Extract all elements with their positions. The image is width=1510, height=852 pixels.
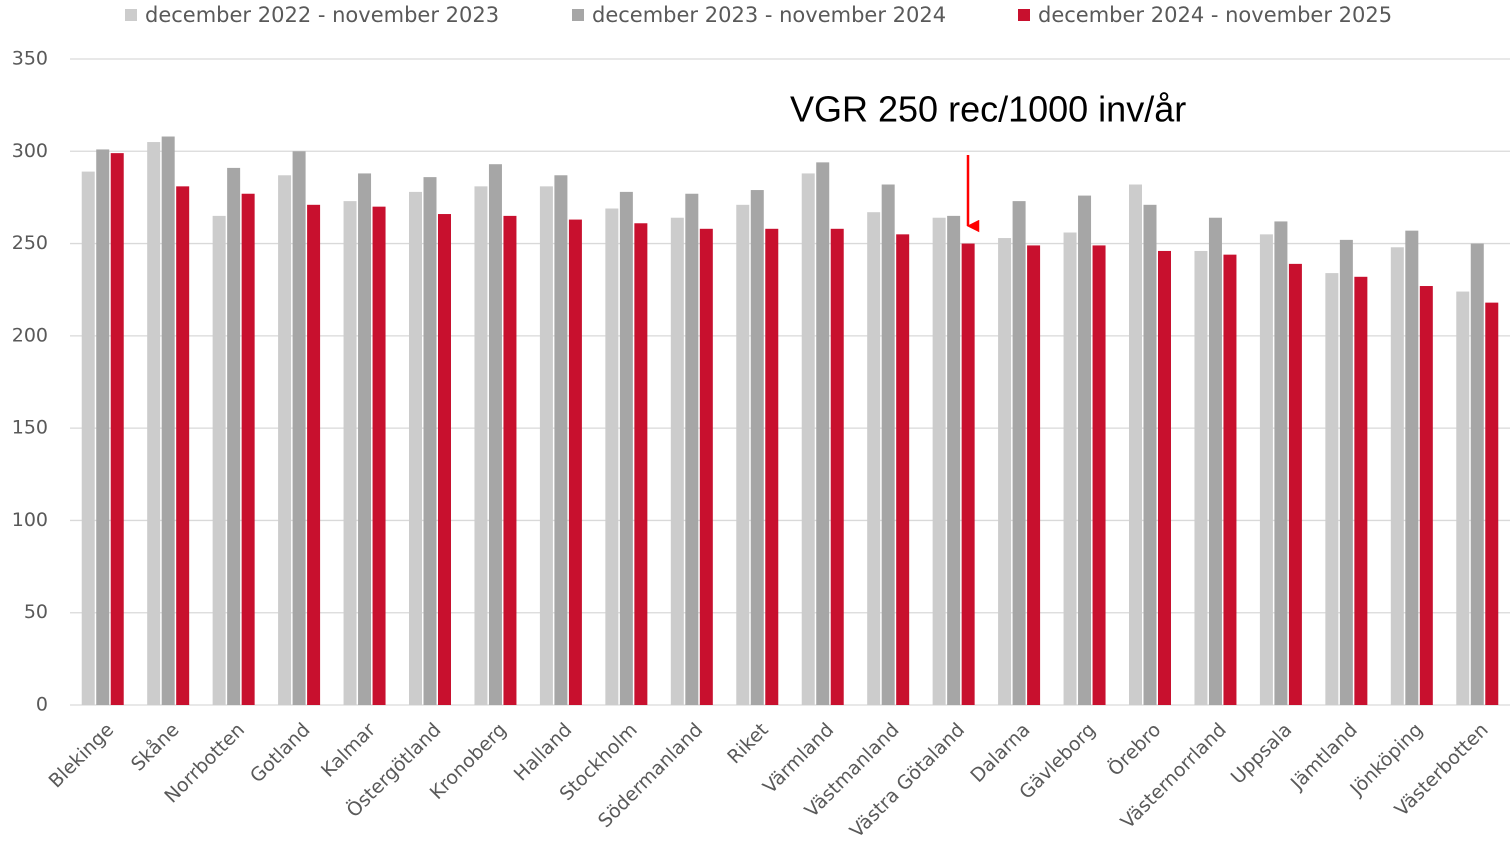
bar: [634, 223, 648, 706]
bar: [947, 215, 961, 705]
bar: [736, 204, 750, 705]
bar: [372, 206, 386, 705]
bar: [1456, 291, 1470, 705]
x-tick-label: Dalarna: [966, 719, 1034, 787]
bar: [1194, 250, 1208, 705]
bar: [292, 151, 306, 706]
bar: [1390, 247, 1404, 705]
legend-swatch: [125, 9, 137, 21]
bar: [1339, 239, 1353, 705]
bar: [96, 149, 110, 705]
bar: [1325, 273, 1339, 705]
bar: [1092, 245, 1106, 705]
bar: [176, 186, 190, 706]
bar: [896, 234, 910, 706]
bar: [670, 217, 684, 705]
bar: [750, 190, 764, 705]
x-tick-label: Blekinge: [45, 719, 119, 793]
bar: [539, 186, 553, 706]
bar: [699, 228, 713, 705]
bar: [147, 142, 161, 706]
bar: [161, 136, 175, 705]
legend-label: december 2023 - november 2024: [592, 3, 946, 27]
bar: [1158, 250, 1171, 705]
x-tick-label: Skåne: [126, 718, 183, 775]
y-tick-label: 100: [12, 509, 48, 531]
bar: [998, 238, 1012, 705]
bar: [816, 162, 830, 706]
x-tick-label: Riket: [723, 719, 772, 768]
y-tick-label: 0: [36, 694, 48, 716]
bar: [1419, 286, 1433, 705]
x-tick-label: Gotland: [246, 719, 314, 787]
bar: [1223, 254, 1237, 705]
bar: [1288, 263, 1302, 705]
bar: [867, 212, 881, 706]
bar: [830, 228, 844, 705]
bar: [1063, 232, 1077, 706]
annotation: VGR 250 rec/1000 inv/år: [790, 89, 1186, 130]
bar: [343, 201, 357, 705]
bar: [961, 243, 975, 706]
bar: [685, 193, 699, 706]
bar: [1078, 195, 1092, 705]
bar: [358, 173, 372, 706]
bar: [568, 219, 582, 705]
legend-swatch: [572, 9, 584, 21]
bar: [503, 215, 517, 705]
y-tick-label: 300: [12, 140, 48, 162]
bar: [1259, 234, 1273, 706]
y-tick-label: 50: [24, 601, 48, 623]
x-tick-label: Kalmar: [317, 719, 380, 782]
bar: [605, 208, 619, 705]
legend-swatch: [1018, 9, 1030, 21]
bar: [1274, 221, 1288, 705]
bar: [1012, 201, 1026, 705]
bar: [619, 191, 633, 706]
bar: [1027, 245, 1041, 705]
x-tick-label: Örebro: [1103, 718, 1165, 780]
legend-label: december 2024 - november 2025: [1038, 3, 1392, 27]
y-tick-label: 250: [12, 232, 48, 254]
bar: [1129, 184, 1142, 706]
y-tick-label: 200: [12, 324, 48, 346]
x-tick-label: Västra Götaland: [846, 719, 969, 842]
bar: [110, 153, 124, 706]
bar: [212, 215, 226, 705]
y-tick-label: 150: [12, 417, 48, 439]
bar: [801, 173, 815, 706]
bar: [488, 164, 502, 706]
bar: [438, 214, 451, 706]
bar: [1354, 276, 1368, 705]
bar: [765, 228, 779, 705]
bar: [1405, 230, 1419, 705]
x-tick-label: Halland: [510, 719, 577, 786]
bar: [307, 204, 321, 705]
bar: [409, 191, 422, 706]
bar: [474, 186, 488, 706]
bar: [241, 193, 255, 706]
bar: [81, 171, 95, 706]
legend-label: december 2022 - november 2023: [145, 3, 499, 27]
bar: [227, 167, 241, 705]
y-tick-label: 350: [12, 48, 48, 70]
bar: [1470, 243, 1484, 706]
bar: [554, 175, 568, 705]
bar: [278, 175, 292, 705]
bar: [1485, 302, 1499, 705]
bar: [932, 217, 946, 705]
bar: [423, 177, 437, 705]
bar: [1208, 217, 1222, 705]
bar: [881, 184, 895, 706]
bar: [1143, 204, 1157, 705]
